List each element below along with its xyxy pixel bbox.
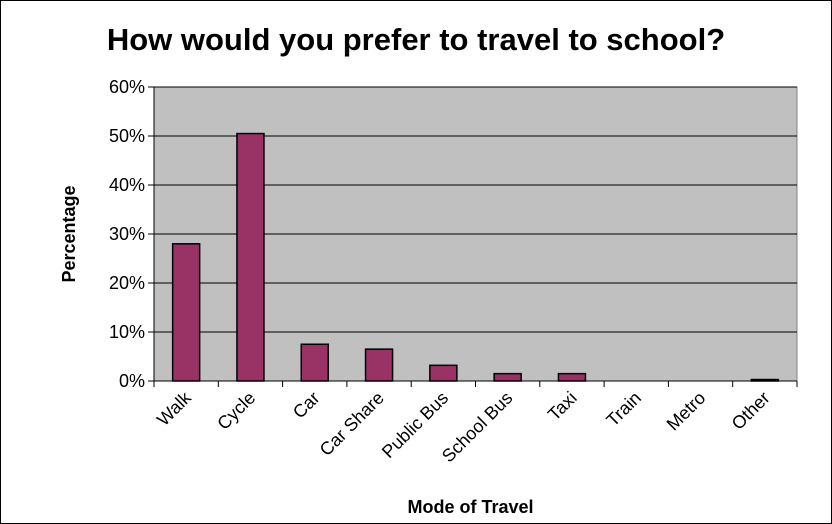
y-tick-labels: 0% 10% 20% 30% 40% 50% 60% [109,77,145,391]
bar-walk [171,243,201,382]
y-tick-label: 30% [109,224,145,244]
bar-public-bus [429,364,458,382]
bar-car [300,343,329,382]
x-tick-label: Taxi [544,388,581,425]
y-tick-label: 0% [119,371,145,391]
bar-car-share [364,348,394,382]
x-tick-label: Other [728,388,774,434]
bar-school-bus [493,372,522,382]
bar-taxi [557,372,587,382]
x-tick-label: Train [602,388,645,431]
x-axis-title: Mode of Travel [407,497,533,517]
y-axis-title: Percentage [59,185,79,282]
bars [171,132,780,382]
chart-title: How would you prefer to travel to school… [106,22,726,57]
y-tick-label: 20% [109,273,145,293]
bar-cycle [236,132,265,382]
y-tick-label: 40% [109,175,145,195]
y-tick-label: 10% [109,322,145,342]
y-tick-label: 60% [109,77,145,97]
x-tick-label: Cycle [213,388,259,434]
x-tick-label: Walk [153,387,196,430]
y-tick-label: 50% [109,126,145,146]
x-tick-label: Car Share [316,388,388,460]
x-tick-label: Car [289,388,324,423]
axes [148,86,798,387]
x-tick-label: Metro [663,388,710,435]
